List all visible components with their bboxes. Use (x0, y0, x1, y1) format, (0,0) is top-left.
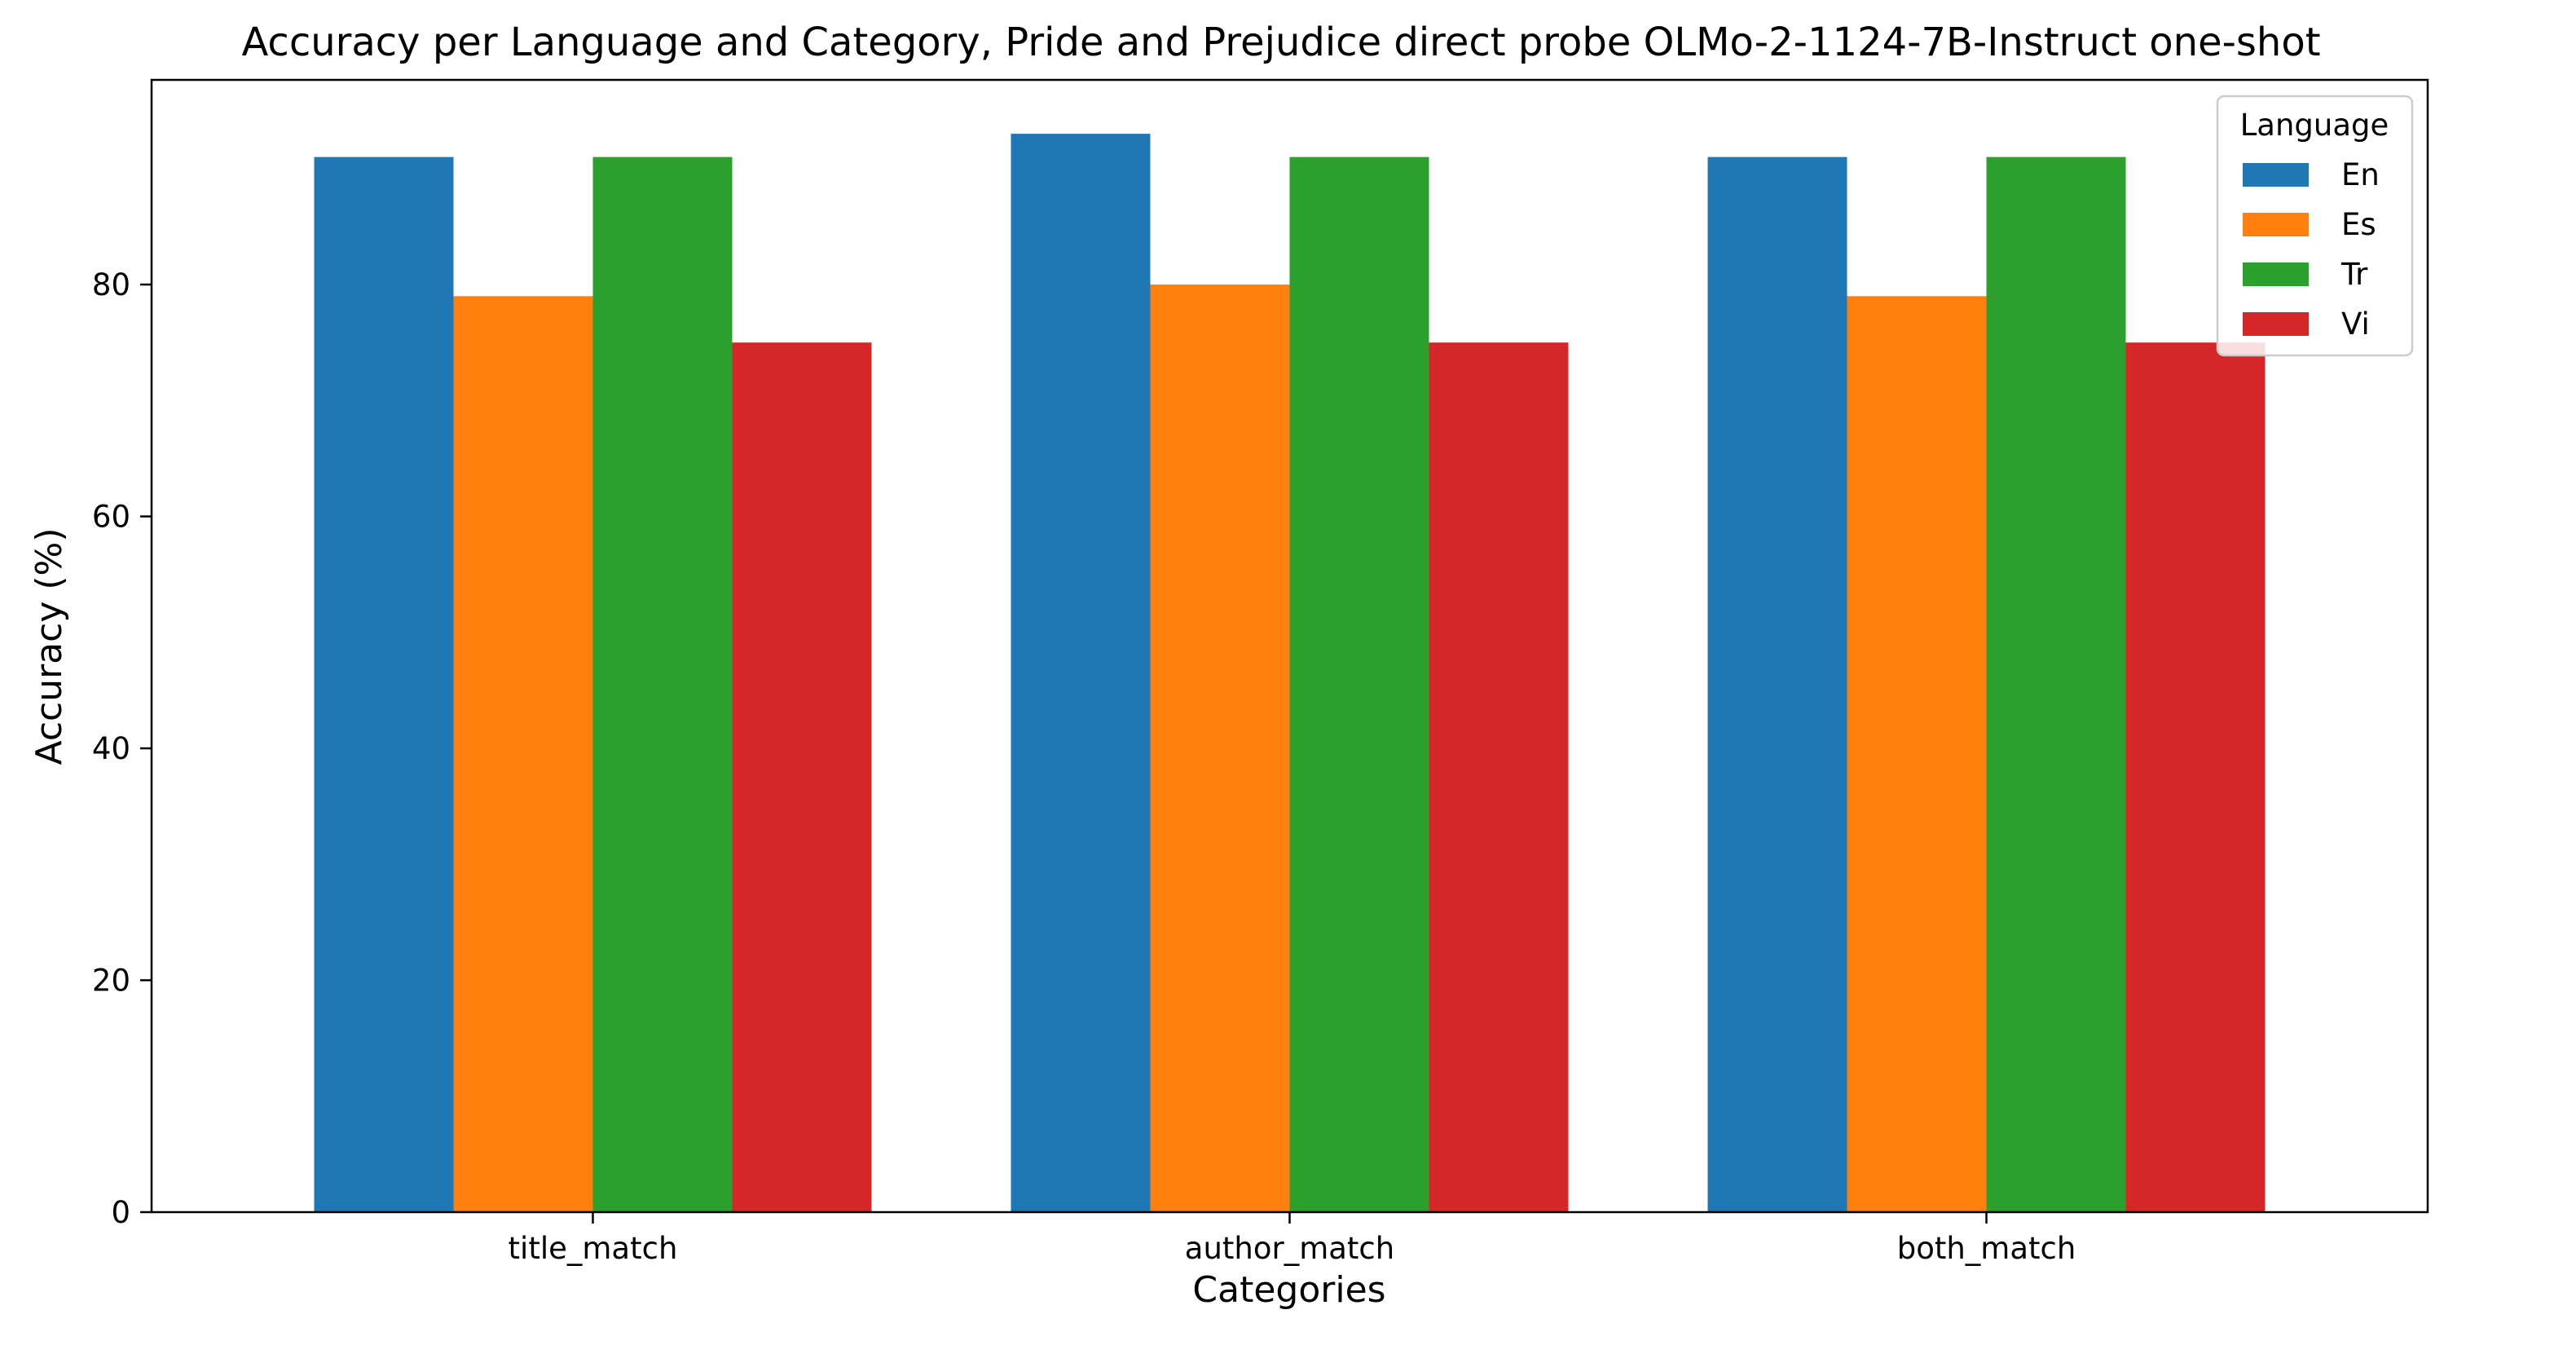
bar-vi-author_match (1429, 342, 1569, 1213)
y-tick-label: 20 (92, 964, 130, 999)
bar-en-both_match (1707, 157, 1847, 1213)
bars-layer (314, 134, 2266, 1213)
x-axis-label: Categories (1192, 1269, 1385, 1311)
y-axis-label: Accuracy (%) (29, 527, 70, 765)
y-tick-label: 80 (92, 267, 130, 302)
x-axis-ticks: title_match author_match both_match (509, 1212, 2076, 1266)
bar-es-author_match (1150, 284, 1290, 1213)
x-tick-label-both_match: both_match (1897, 1231, 2076, 1266)
bar-es-title_match (453, 296, 593, 1212)
legend-entries: En Es Tr Vi (2243, 157, 2380, 342)
bar-tr-author_match (1289, 157, 1429, 1213)
y-tick-label: 40 (92, 731, 130, 766)
legend-swatch-es (2243, 213, 2309, 236)
y-axis-ticks: 0 20 40 60 80 (92, 267, 152, 1230)
bar-vi-title_match (732, 342, 872, 1213)
bar-vi-both_match (2125, 342, 2266, 1213)
x-tick-label-title_match: title_match (509, 1231, 678, 1266)
bar-en-author_match (1011, 134, 1151, 1213)
plot-frame (150, 78, 2429, 1214)
legend-label-es: Es (2341, 207, 2376, 242)
legend-label-tr: Tr (2340, 257, 2368, 292)
chart-title: Accuracy per Language and Category, Prid… (241, 20, 2320, 65)
legend-box (2216, 95, 2414, 357)
bar-es-both_match (1847, 296, 1987, 1212)
y-tick-label: 0 (111, 1195, 130, 1230)
legend-title: Language (2240, 108, 2389, 143)
legend-swatch-tr (2243, 262, 2309, 286)
bar-en-title_match (314, 157, 454, 1213)
legend: Language En Es Tr Vi (2216, 95, 2414, 357)
legend-swatch-vi (2243, 312, 2309, 336)
legend-swatch-en (2243, 163, 2309, 187)
bar-tr-title_match (592, 157, 733, 1213)
legend-label-en: En (2341, 157, 2380, 192)
y-tick-label: 60 (92, 500, 130, 535)
x-tick-label-author_match: author_match (1185, 1231, 1394, 1266)
legend-label-vi: Vi (2341, 306, 2370, 342)
bar-tr-both_match (1986, 157, 2126, 1213)
